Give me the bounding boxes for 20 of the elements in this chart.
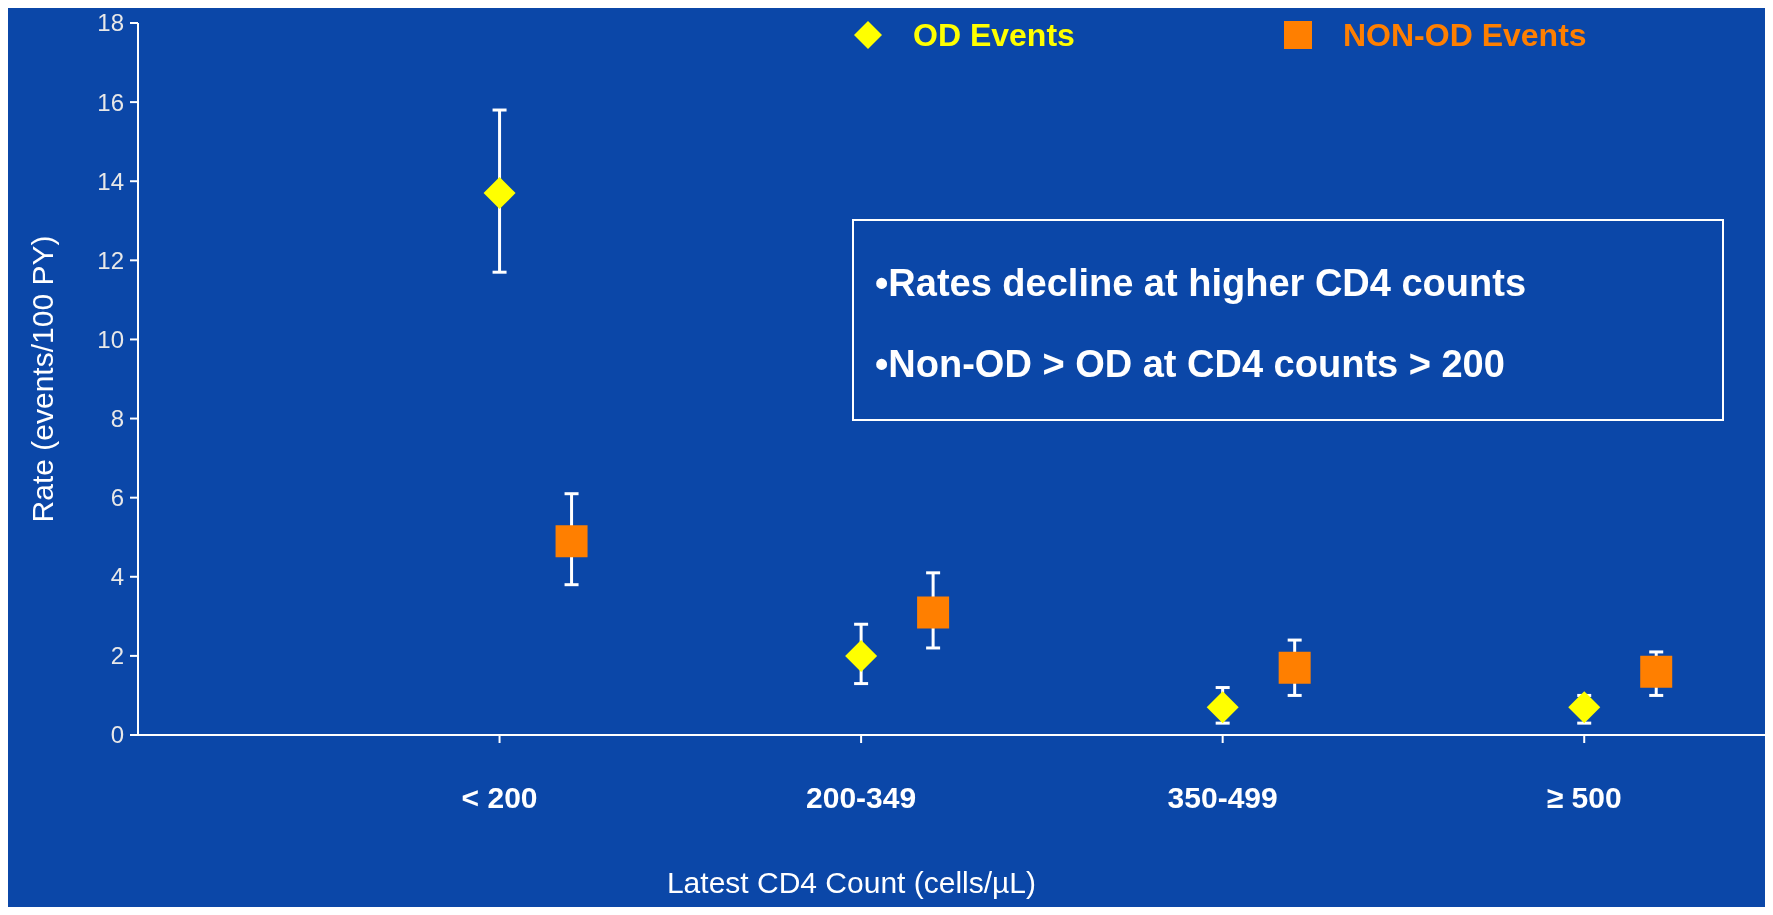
legend-label: OD Events bbox=[913, 17, 1075, 54]
y-tick-label: 12 bbox=[97, 246, 124, 274]
x-tick-label: < 200 bbox=[461, 781, 538, 814]
annotation: •Rates decline at higher CD4 counts bbox=[875, 262, 1527, 304]
y-tick-label: 16 bbox=[97, 88, 124, 116]
annotation: •Non-OD > OD at CD4 counts > 200 bbox=[875, 343, 1505, 385]
legend-label: NON-OD Events bbox=[1343, 17, 1587, 54]
y-tick-label: 18 bbox=[97, 9, 124, 37]
y-tick-label: 0 bbox=[110, 721, 124, 749]
y-tick-label: 8 bbox=[110, 404, 124, 432]
y-tick-label: 4 bbox=[110, 563, 124, 591]
y-tick-label: 2 bbox=[110, 642, 124, 670]
y-tick-label: 10 bbox=[97, 325, 124, 353]
x-tick-label: 350-499 bbox=[1167, 781, 1278, 814]
x-axis-title: Latest CD4 Count (cells/µL) bbox=[666, 866, 1037, 899]
y-axis-title: Rate (events/100 PY) bbox=[26, 235, 59, 523]
y-tick-label: 6 bbox=[110, 484, 124, 512]
x-tick-label: ≥ 500 bbox=[1546, 781, 1622, 814]
y-tick-label: 14 bbox=[97, 167, 124, 195]
x-tick-label: 200-349 bbox=[806, 781, 917, 814]
